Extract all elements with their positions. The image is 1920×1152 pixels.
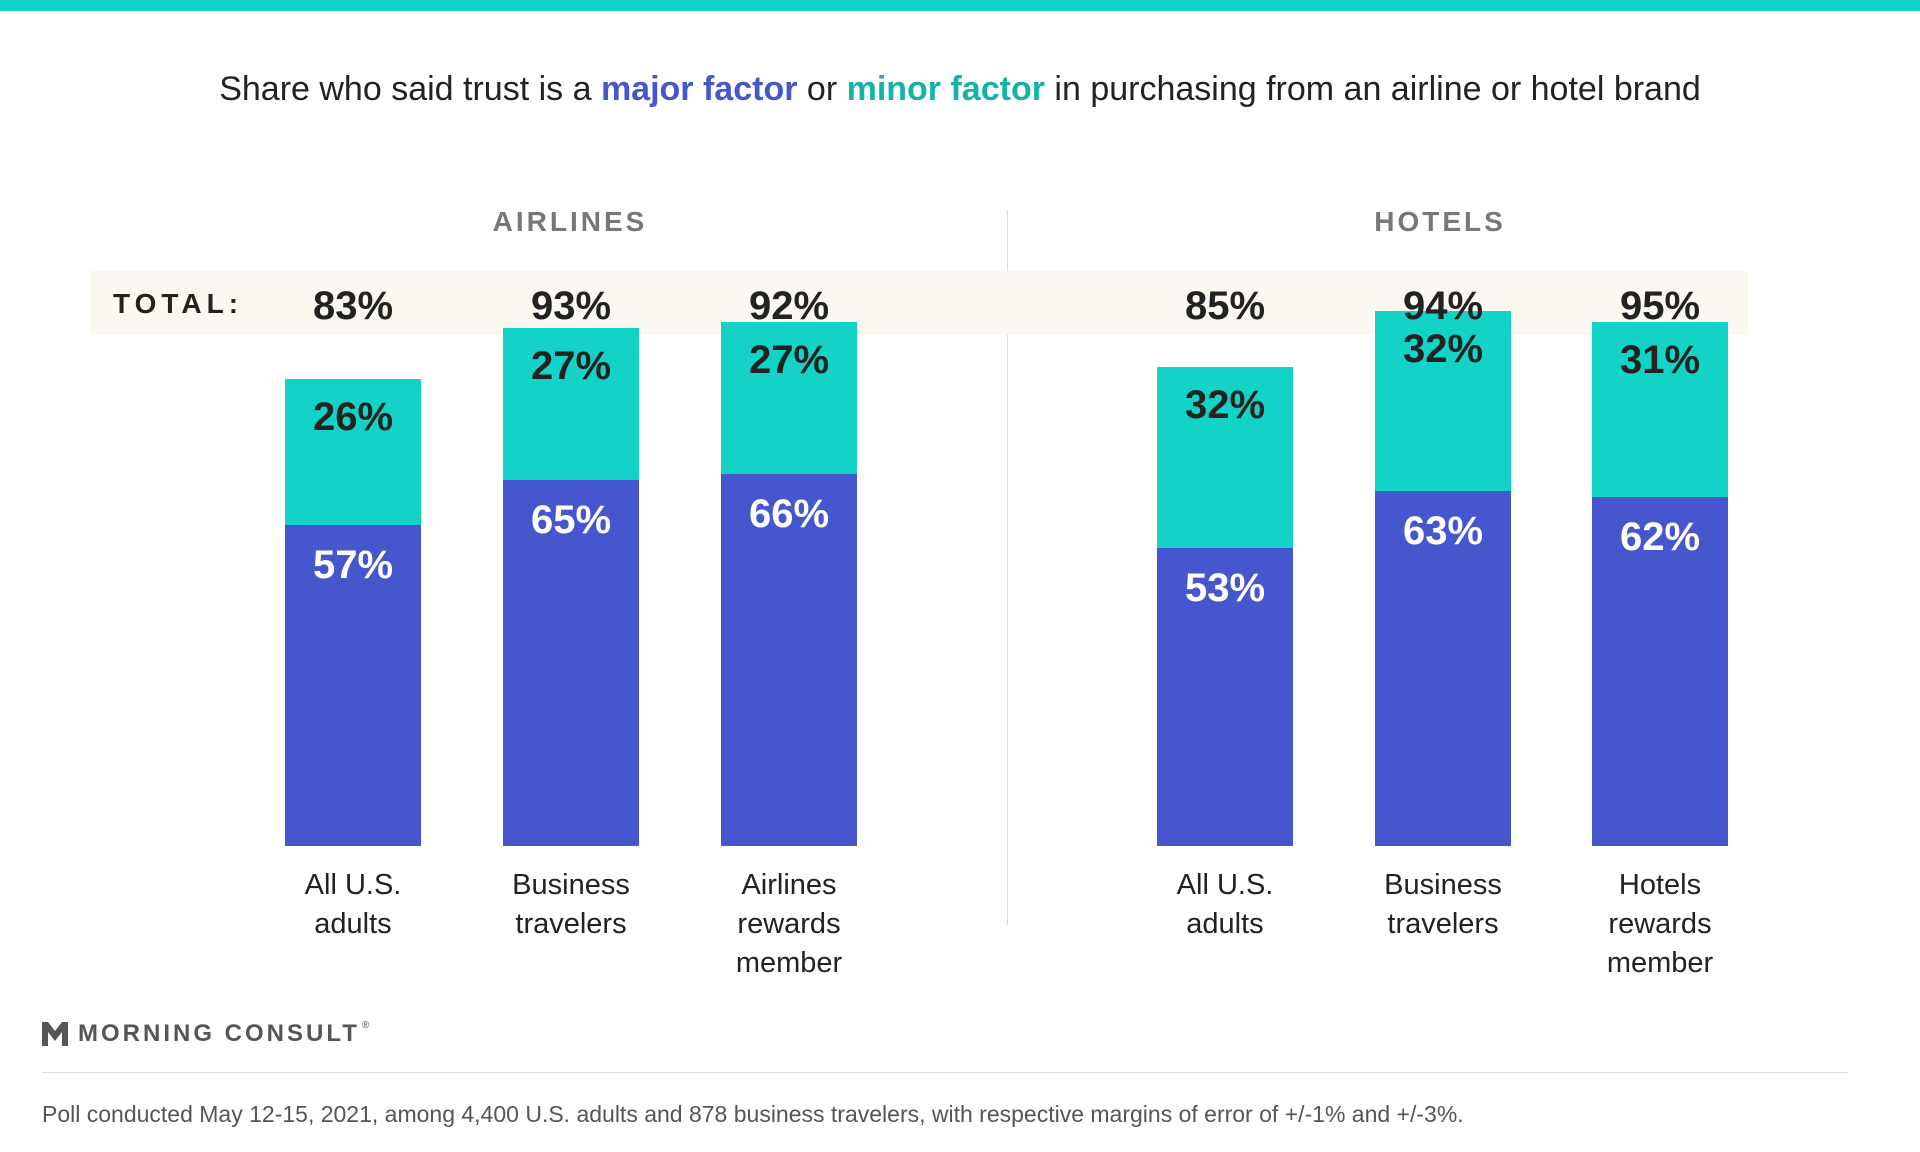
- total-value-airlines-1: 93%: [530, 284, 612, 328]
- bar-minor-hotels-0: [1157, 367, 1293, 548]
- data-label-minor-airlines-0: 26%: [312, 394, 394, 439]
- data-label-minor-airlines-1: 27%: [530, 344, 612, 389]
- title-prefix: Share who said trust is a: [219, 70, 592, 108]
- total-value-hotels-0: 85%: [1184, 284, 1266, 328]
- logo-registered-mark: ®: [361, 1020, 373, 1031]
- bar-major-hotels-1: [1375, 491, 1511, 846]
- category-label-hotels-1: Business travelers: [1384, 869, 1502, 940]
- logo-wordmark: MORNING CONSULT ®: [78, 1020, 372, 1048]
- data-label-major-hotels-1: 63%: [1402, 509, 1484, 554]
- footnote: Poll conducted May 12-15, 2021, among 4,…: [42, 1101, 1464, 1127]
- morning-consult-logo: MORNING CONSULT ®: [42, 1020, 372, 1048]
- hotels-group-title: HOTELS: [1374, 206, 1506, 237]
- minor-factor-label: minor factor: [846, 70, 1045, 108]
- total-value-airlines-0: 83%: [312, 284, 394, 328]
- category-label-airlines-1: Business travelers: [512, 869, 630, 940]
- category-label-airlines-2: Airlines rewards member: [735, 869, 843, 979]
- data-label-minor-hotels-0: 32%: [1184, 383, 1266, 428]
- data-label-minor-hotels-1: 32%: [1402, 327, 1484, 372]
- data-label-major-hotels-0: 53%: [1184, 565, 1266, 610]
- data-label-minor-airlines-2: 27%: [748, 338, 830, 383]
- bar-minor-hotels-1: [1375, 311, 1511, 492]
- logo-name: MORNING CONSULT: [78, 1020, 360, 1047]
- bar-minor-airlines-0: [285, 378, 421, 526]
- title-suffix: in purchasing from an airline or hotel b…: [1054, 70, 1701, 108]
- airlines-group-title: AIRLINES: [492, 206, 648, 237]
- bar-major-airlines-1: [503, 480, 639, 846]
- bar-minor-airlines-2: [721, 322, 857, 475]
- total-value-hotels-1: 94%: [1402, 284, 1484, 328]
- group-divider: [1007, 210, 1008, 925]
- data-label-major-airlines-0: 57%: [312, 543, 394, 588]
- category-label-airlines-0: All U.S. adults: [304, 869, 402, 940]
- bar-major-airlines-0: [285, 525, 421, 846]
- total-value-hotels-2: 95%: [1619, 284, 1701, 328]
- title-or: or: [806, 70, 838, 108]
- category-label-hotels-2: Hotels rewards member: [1606, 869, 1714, 979]
- bar-major-hotels-0: [1157, 547, 1293, 846]
- category-label-hotels-0: All U.S. adults: [1176, 869, 1274, 940]
- footer-rule: [42, 1072, 1848, 1073]
- top-accent-bar: [0, 0, 1920, 11]
- bar-minor-hotels-2: [1592, 322, 1728, 497]
- data-label-minor-hotels-2: 31%: [1619, 338, 1701, 383]
- bar-minor-airlines-1: [503, 328, 639, 481]
- total-label: TOTAL:: [113, 288, 244, 319]
- bar-major-airlines-2: [721, 474, 857, 846]
- total-value-airlines-2: 92%: [748, 284, 830, 328]
- data-label-major-airlines-1: 65%: [530, 498, 612, 543]
- logo-m-icon: [42, 1022, 68, 1046]
- chart-title: Share who said trust is a major factor o…: [0, 70, 1920, 109]
- bar-major-hotels-2: [1592, 496, 1728, 846]
- data-label-major-airlines-2: 66%: [748, 492, 830, 537]
- major-factor-label: major factor: [600, 70, 798, 108]
- data-label-major-hotels-2: 62%: [1619, 514, 1701, 559]
